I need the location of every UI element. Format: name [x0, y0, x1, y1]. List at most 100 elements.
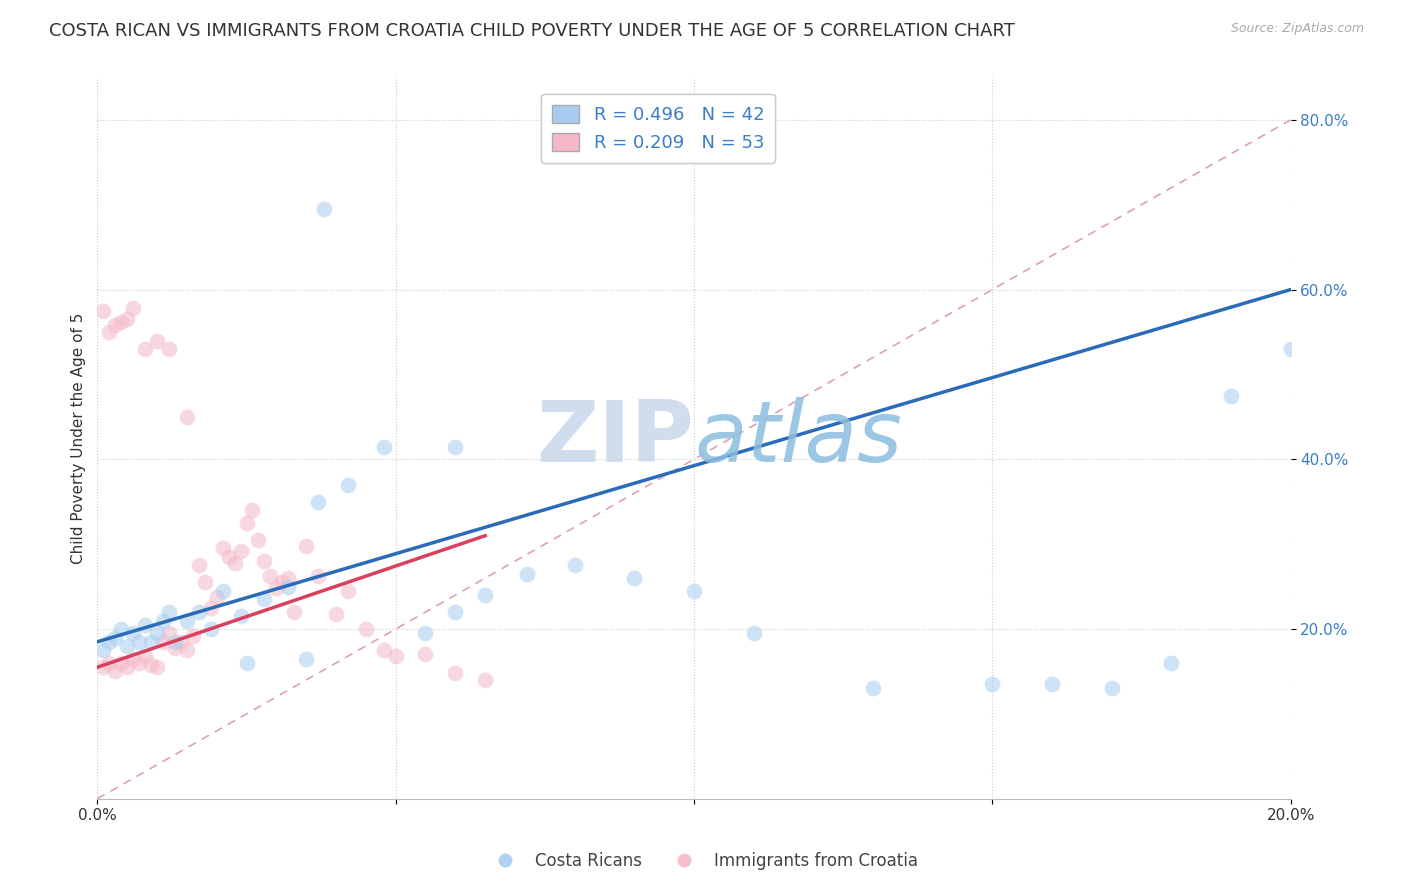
Point — [115, 639, 138, 653]
Point — [336, 583, 359, 598]
Text: Source: ZipAtlas.com: Source: ZipAtlas.com — [1230, 22, 1364, 36]
Point — [91, 303, 114, 318]
Point — [295, 539, 318, 553]
Point — [104, 631, 127, 645]
Point — [187, 558, 209, 573]
Point — [152, 634, 174, 648]
Point — [1101, 681, 1123, 696]
Point — [163, 640, 186, 655]
Point — [110, 656, 132, 670]
Point — [742, 626, 765, 640]
Point — [146, 660, 169, 674]
Point — [259, 569, 281, 583]
Point — [295, 651, 318, 665]
Text: atlas: atlas — [695, 397, 903, 480]
Point — [170, 634, 193, 648]
Point — [373, 643, 395, 657]
Point — [181, 629, 204, 643]
Point — [235, 516, 257, 530]
Legend: R = 0.496   N = 42, R = 0.209   N = 53: R = 0.496 N = 42, R = 0.209 N = 53 — [541, 94, 775, 163]
Point — [981, 677, 1004, 691]
Point — [134, 617, 156, 632]
Point — [218, 549, 240, 564]
Point — [229, 544, 252, 558]
Point — [277, 571, 299, 585]
Point — [91, 643, 114, 657]
Point — [122, 626, 145, 640]
Point — [516, 566, 538, 581]
Point — [91, 660, 114, 674]
Point — [139, 634, 162, 648]
Point — [1160, 656, 1182, 670]
Point — [157, 342, 180, 356]
Point — [1279, 342, 1302, 356]
Point — [134, 342, 156, 356]
Point — [415, 648, 437, 662]
Point — [224, 556, 246, 570]
Point — [415, 626, 437, 640]
Point — [128, 634, 150, 648]
Point — [444, 666, 467, 681]
Point — [176, 409, 198, 424]
Point — [266, 582, 288, 596]
Point — [104, 665, 127, 679]
Point — [229, 609, 252, 624]
Point — [564, 558, 586, 573]
Point — [152, 614, 174, 628]
Point — [1219, 389, 1241, 403]
Point — [444, 440, 467, 454]
Y-axis label: Child Poverty Under the Age of 5: Child Poverty Under the Age of 5 — [72, 312, 86, 564]
Point — [283, 605, 305, 619]
Point — [157, 626, 180, 640]
Point — [110, 622, 132, 636]
Point — [98, 656, 121, 670]
Point — [211, 541, 233, 556]
Point — [271, 575, 294, 590]
Point — [98, 325, 121, 339]
Text: ZIP: ZIP — [536, 397, 695, 480]
Point — [862, 681, 884, 696]
Point — [146, 334, 169, 348]
Legend: Costa Ricans, Immigrants from Croatia: Costa Ricans, Immigrants from Croatia — [482, 846, 924, 877]
Point — [474, 673, 496, 687]
Point — [139, 657, 162, 672]
Point — [146, 626, 169, 640]
Point — [242, 503, 264, 517]
Point — [384, 649, 406, 664]
Point — [1040, 677, 1063, 691]
Point — [205, 590, 228, 604]
Point — [623, 571, 645, 585]
Point — [176, 643, 198, 657]
Point — [200, 600, 222, 615]
Point — [373, 440, 395, 454]
Point — [325, 607, 347, 621]
Point — [110, 315, 132, 329]
Point — [134, 649, 156, 664]
Point — [122, 651, 145, 665]
Point — [253, 554, 276, 568]
Point — [98, 634, 121, 648]
Point — [235, 656, 257, 670]
Point — [115, 660, 138, 674]
Point — [115, 312, 138, 326]
Point — [336, 477, 359, 491]
Point — [200, 622, 222, 636]
Point — [307, 494, 329, 508]
Point — [194, 575, 217, 590]
Point — [211, 583, 233, 598]
Point — [253, 592, 276, 607]
Text: COSTA RICAN VS IMMIGRANTS FROM CROATIA CHILD POVERTY UNDER THE AGE OF 5 CORRELAT: COSTA RICAN VS IMMIGRANTS FROM CROATIA C… — [49, 22, 1015, 40]
Point — [104, 318, 127, 333]
Point — [307, 569, 329, 583]
Point — [163, 634, 186, 648]
Point — [157, 605, 180, 619]
Point — [187, 605, 209, 619]
Point — [474, 588, 496, 602]
Point — [128, 656, 150, 670]
Point — [312, 202, 335, 216]
Point — [176, 614, 198, 628]
Point — [354, 622, 377, 636]
Point — [277, 580, 299, 594]
Point — [444, 605, 467, 619]
Point — [683, 583, 706, 598]
